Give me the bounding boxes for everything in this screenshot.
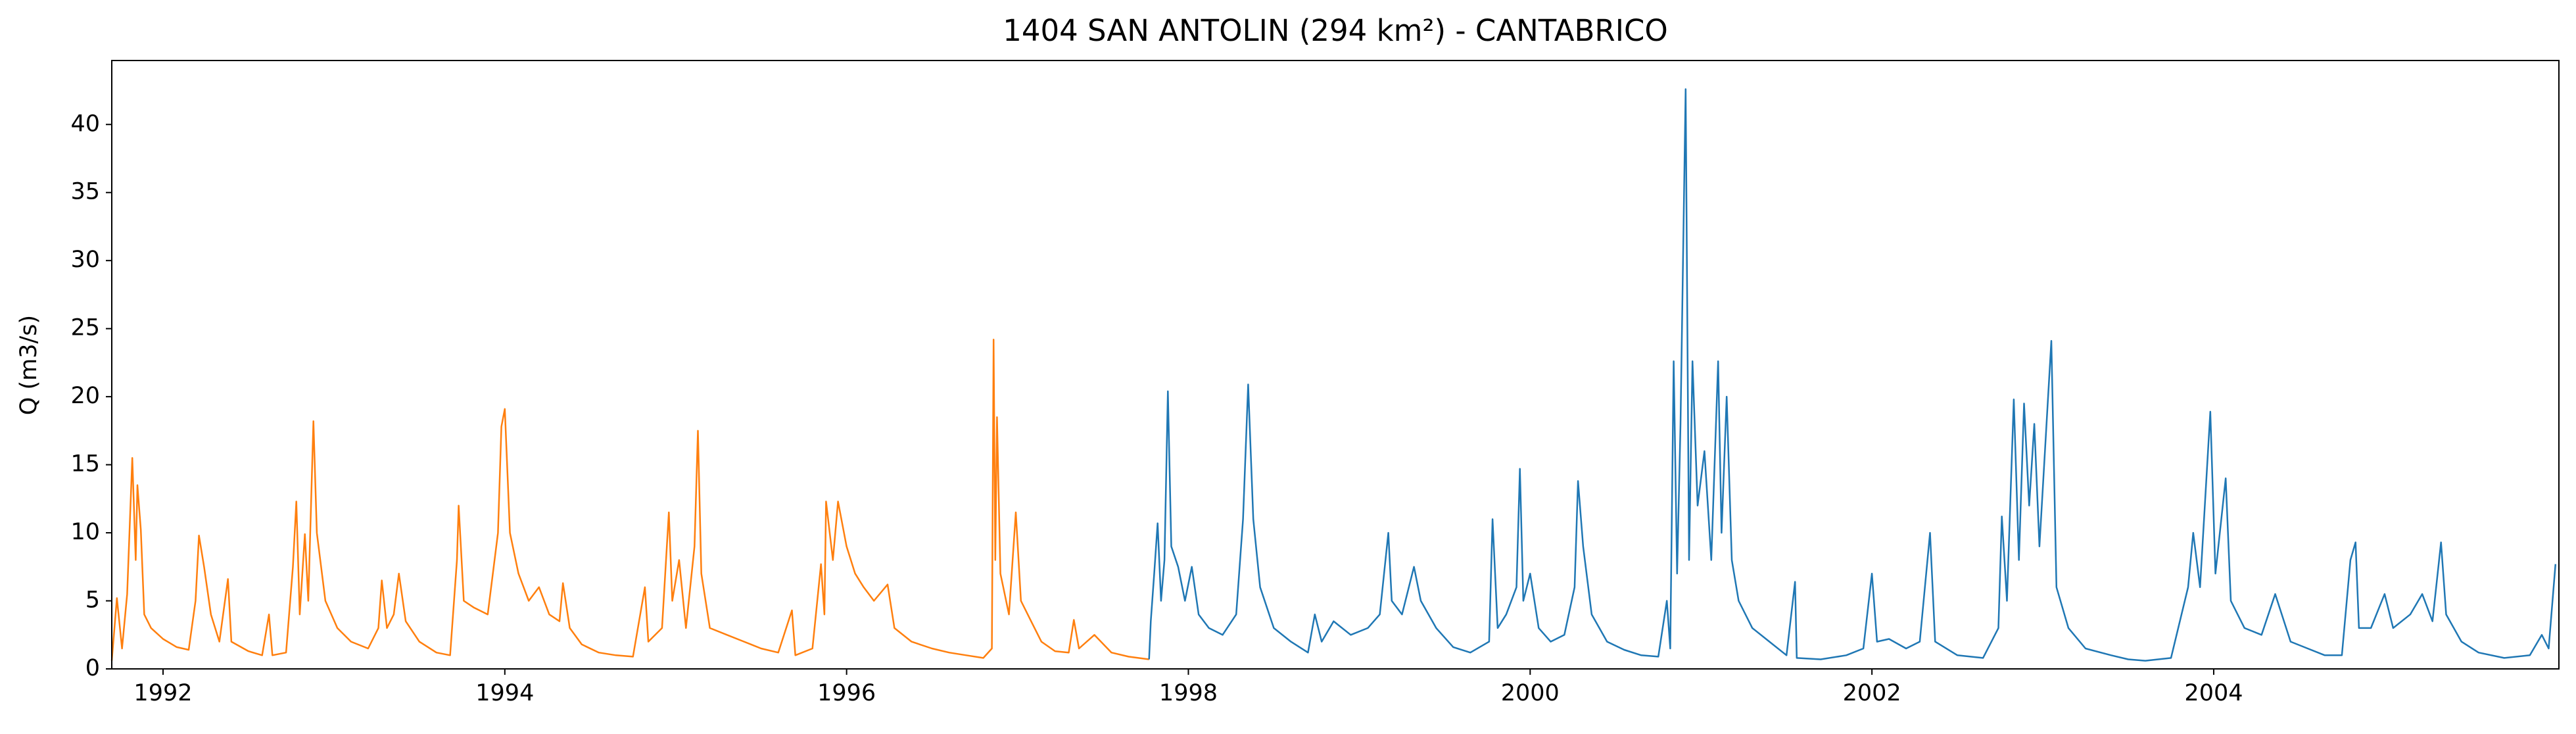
series-line xyxy=(1148,88,2557,662)
x-tick-label: 2002 xyxy=(1843,680,1901,706)
x-tick-label: 1992 xyxy=(133,680,192,706)
y-tick-label: 0 xyxy=(85,655,100,681)
y-tick-label: 10 xyxy=(70,519,100,545)
y-tick-label: 40 xyxy=(70,110,100,137)
y-tick-label: 20 xyxy=(70,383,100,409)
y-tick-label: 5 xyxy=(85,587,100,614)
x-tick-label: 1994 xyxy=(475,680,534,706)
y-tick-label: 25 xyxy=(70,315,100,341)
y-tick-label: 35 xyxy=(70,179,100,205)
x-tick-label: 1998 xyxy=(1159,680,1218,706)
x-tick-label: 2004 xyxy=(2184,680,2243,706)
plot-frame xyxy=(111,60,2560,670)
x-tick-label: 1996 xyxy=(817,680,876,706)
y-tick-label: 15 xyxy=(70,451,100,477)
y-tick-label: 30 xyxy=(70,247,100,273)
chart-title: 1404 SAN ANTOLIN (294 km²) - CANTABRICO xyxy=(1003,13,1668,48)
x-tick-label: 2000 xyxy=(1501,680,1560,706)
y-axis-label: Q (m3/s) xyxy=(16,315,42,415)
series-line xyxy=(110,338,1149,661)
